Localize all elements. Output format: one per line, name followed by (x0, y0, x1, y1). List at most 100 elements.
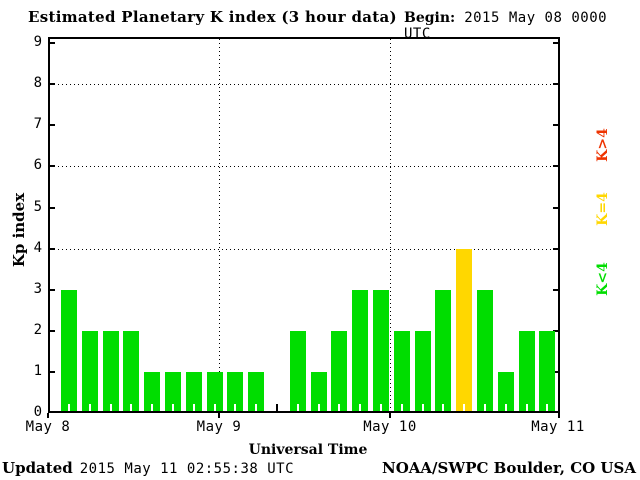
y-tick-mark-right (553, 124, 558, 127)
kp-bar (227, 371, 244, 411)
x-day-tick (558, 413, 560, 418)
kp-bar (373, 289, 389, 411)
plot-frame (48, 37, 560, 413)
kp-bar (81, 330, 98, 411)
y-tick-mark-left (50, 247, 55, 250)
updated-line: Updated 2015 May 11 02:55:38 UTC (2, 459, 294, 477)
x-minor-tick (192, 404, 195, 411)
x-minor-tick (68, 404, 70, 411)
kp-bar (393, 330, 410, 411)
x-minor-tick (504, 404, 507, 411)
x-day-tick (218, 413, 220, 418)
x-tick-label: May 11 (531, 419, 585, 435)
y-tick-mark-right (553, 288, 558, 291)
x-day-tick (389, 413, 391, 418)
x-minor-tick (400, 404, 403, 411)
x-minor-tick (296, 404, 299, 411)
y-tick-label: 9 (33, 34, 42, 51)
x-minor-tick (525, 404, 528, 411)
updated-label: Updated (2, 459, 73, 477)
x-tick-label: May 10 (363, 419, 417, 435)
gridline-day-boundary (219, 39, 220, 411)
x-minor-tick (484, 404, 486, 411)
gridline-horizontal (50, 166, 558, 168)
x-minor-tick (276, 404, 278, 411)
legend-item: K<4 (595, 262, 611, 296)
x-minor-tick (130, 404, 133, 411)
x-minor-tick (317, 404, 320, 411)
gridline-day-boundary (390, 39, 391, 411)
kp-bar (185, 371, 202, 411)
legend-item: K=4 (595, 192, 611, 226)
kp-bar (289, 330, 306, 411)
x-day-tick (47, 413, 49, 418)
kp-bar (206, 371, 223, 411)
kp-bar (539, 330, 556, 411)
y-tick-label: 8 (33, 75, 42, 92)
chart-title: Estimated Planetary K index (3 hour data… (28, 8, 397, 26)
kp-bar (518, 330, 535, 411)
y-tick-mark-right (553, 329, 558, 332)
gridline-horizontal (50, 248, 558, 250)
y-tick-mark-right (553, 370, 558, 373)
attribution: NOAA/SWPC Boulder, CO USA (381, 459, 636, 477)
kp-bar (123, 330, 140, 411)
x-minor-tick (151, 404, 154, 411)
y-tick-label: 5 (33, 198, 42, 215)
y-tick-label: 0 (33, 404, 42, 420)
kp-bar (165, 371, 181, 411)
x-tick-label: May 8 (25, 419, 71, 435)
gridline-horizontal (50, 84, 558, 86)
y-tick-mark-left (50, 83, 55, 86)
y-tick-label: 2 (33, 321, 42, 338)
y-tick-mark-right (553, 83, 558, 86)
x-minor-tick (463, 404, 466, 411)
y-tick-mark-left (50, 329, 55, 332)
y-tick-label: 1 (33, 362, 42, 379)
x-minor-tick (338, 404, 341, 411)
x-minor-tick (421, 404, 424, 411)
y-tick-mark-left (50, 206, 55, 209)
x-minor-tick (546, 404, 549, 411)
x-minor-tick (442, 404, 445, 411)
x-minor-tick (109, 404, 112, 411)
kp-bar (352, 289, 369, 411)
legend-item: K>4 (595, 128, 611, 162)
y-tick-label: 6 (33, 157, 42, 174)
y-tick-mark-right (553, 42, 558, 45)
x-axis-title: Universal Time (248, 442, 368, 458)
x-tick-label: May 9 (196, 419, 242, 435)
kp-bar (497, 371, 514, 411)
kp-bar (61, 289, 77, 411)
kp-bar (414, 330, 431, 411)
x-minor-tick (255, 404, 258, 411)
y-tick-mark-right (553, 165, 558, 168)
updated-value: 2015 May 11 02:55:38 UTC (79, 461, 295, 477)
kp-bar (435, 289, 452, 411)
kp-bar (102, 330, 119, 411)
y-tick-mark-left (50, 370, 55, 373)
kp-bar (144, 371, 161, 411)
y-tick-mark-right (553, 247, 558, 250)
y-tick-mark-left (50, 42, 55, 45)
y-tick-mark-right (553, 206, 558, 209)
y-tick-mark-left (50, 165, 55, 168)
kp-bar (456, 248, 473, 411)
x-minor-tick (172, 404, 174, 411)
x-minor-tick (380, 404, 382, 411)
kp-bar (477, 289, 493, 411)
y-tick-label: 4 (33, 239, 42, 256)
y-tick-label: 3 (33, 280, 42, 297)
y-tick-mark-left (50, 124, 55, 127)
y-tick-label: 7 (33, 116, 42, 133)
x-minor-tick (213, 404, 216, 411)
begin-label: Begin: (404, 10, 456, 26)
kp-bar (331, 330, 348, 411)
kp-bar (248, 371, 265, 411)
kp-bar (310, 371, 327, 411)
x-minor-tick (88, 404, 91, 411)
y-tick-mark-left (50, 288, 55, 291)
x-minor-tick (234, 404, 237, 411)
x-minor-tick (359, 404, 362, 411)
